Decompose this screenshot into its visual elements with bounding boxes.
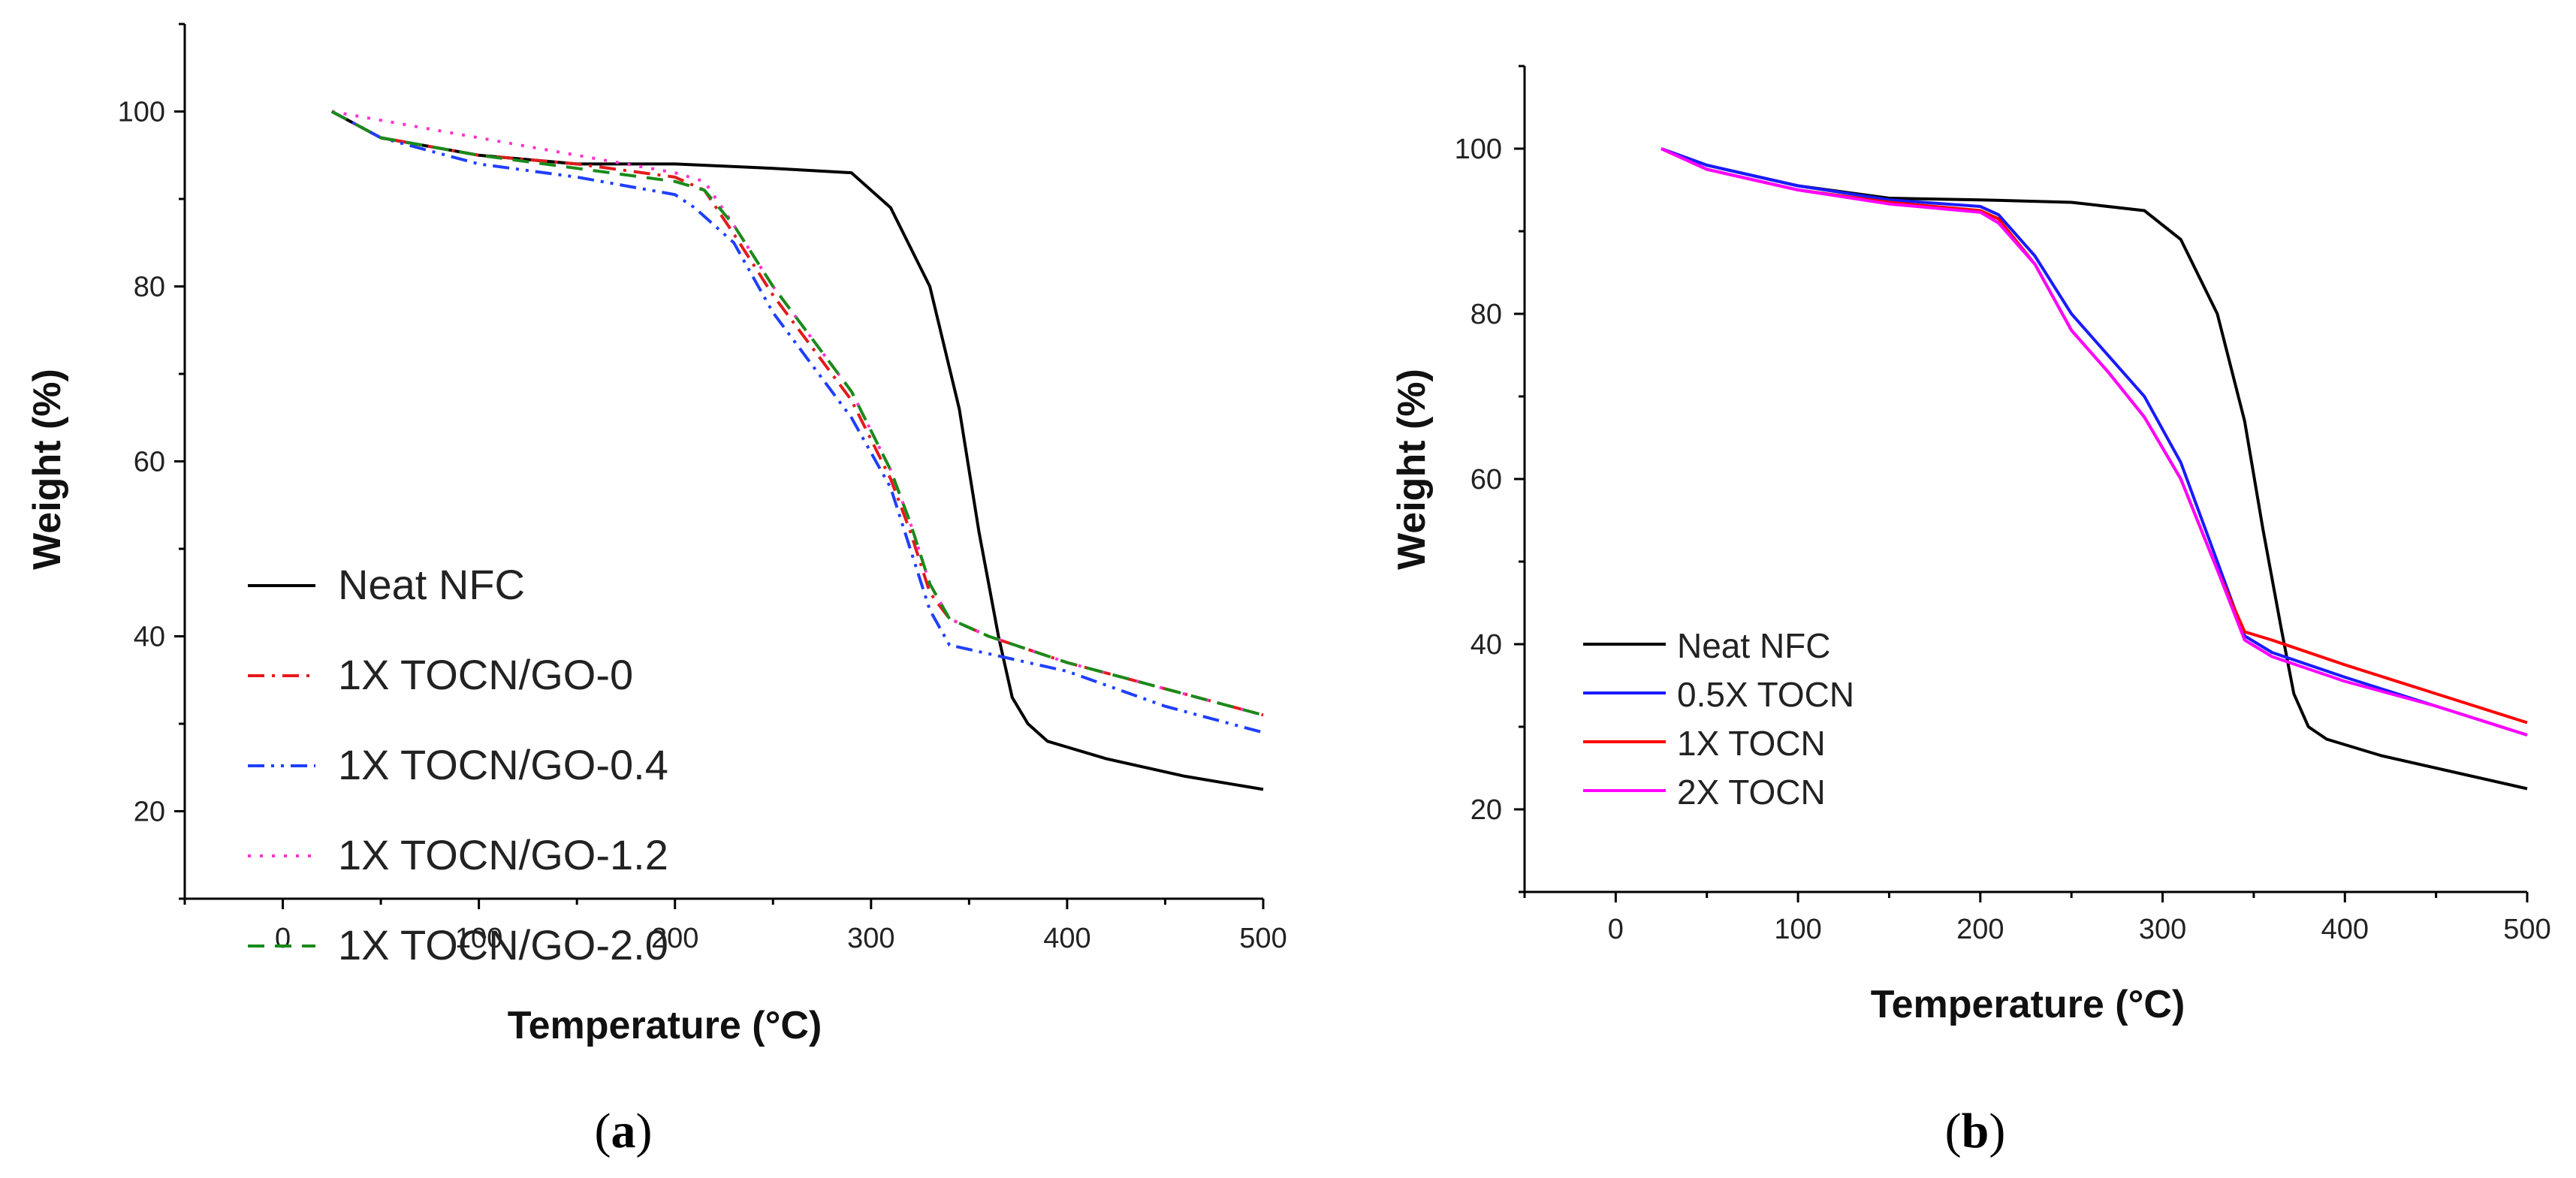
panel-letter-b: b bbox=[1962, 1104, 1989, 1158]
y-tick-label: 40 bbox=[134, 622, 165, 653]
panel-caption-b: (b) bbox=[1945, 1104, 2006, 1158]
y-tick-label: 60 bbox=[134, 447, 165, 478]
y-tick-label: 40 bbox=[1470, 629, 1502, 661]
legend-label: Neat NFC bbox=[338, 561, 525, 608]
y-tick-label: 100 bbox=[118, 97, 165, 128]
series-line-1x-tocn-go-0 bbox=[330, 110, 1264, 717]
series-line-1x-tocn-go-1-2 bbox=[331, 110, 1264, 717]
legend-label: 1X TOCN/GO-0.4 bbox=[338, 741, 668, 788]
x-axis-title-a: Temperature (°C) bbox=[508, 1004, 822, 1047]
panel-caption-a: (a) bbox=[595, 1104, 653, 1158]
x-tick-label: 200 bbox=[651, 923, 698, 954]
y-tick-label: 60 bbox=[1470, 464, 1502, 496]
y-tick-label: 100 bbox=[1455, 134, 1502, 165]
x-tick-label: 500 bbox=[1239, 923, 1286, 954]
legend: Neat NFC 0.5X TOCN 1X TOCN 2X TOCN bbox=[1583, 626, 1854, 812]
chart-panel-a: 0 100 200 300 400 500 20 40 60 80 100 Neat NFC 1X TO… bbox=[26, 23, 1287, 1158]
series-line-2x-tocn bbox=[1661, 147, 2528, 737]
x-tick-label: 100 bbox=[1774, 914, 1821, 945]
x-tick-label: 100 bbox=[455, 923, 502, 954]
y-tick-label: 20 bbox=[1470, 794, 1502, 826]
x-tick-label: 300 bbox=[847, 923, 894, 954]
plot-area-b: 0 100 200 300 400 500 20 40 60 80 100 Neat NFC 0.5X … bbox=[1455, 65, 2551, 945]
y-tick-label: 80 bbox=[134, 272, 165, 303]
x-tick-label: 400 bbox=[2321, 914, 2369, 945]
series-line-neat-nfc bbox=[330, 110, 1264, 791]
x-tick-label: 0 bbox=[1608, 914, 1624, 945]
legend-label: 1X TOCN/GO-2.0 bbox=[338, 921, 668, 969]
x-tick-label: 400 bbox=[1043, 923, 1090, 954]
legend: Neat NFC 1X TOCN/GO-0 1X TOCN/GO-0.4 1X TOC… bbox=[248, 561, 668, 969]
series-line-0-5x-tocn bbox=[1661, 147, 2528, 737]
legend-label: 1X TOCN/GO-1.2 bbox=[338, 831, 668, 878]
panel-letter-a: a bbox=[611, 1104, 636, 1158]
chart-panel-b: 0 100 200 300 400 500 20 40 60 80 100 Neat NFC 0.5X … bbox=[1390, 65, 2551, 1158]
x-tick-label: 300 bbox=[2139, 914, 2186, 945]
y-axis-title-a: Weight (%) bbox=[26, 369, 69, 570]
series-line-1x-tocn-go-2-0 bbox=[330, 110, 1264, 717]
y-axis-title-b: Weight (%) bbox=[1390, 369, 1434, 570]
x-tick-label: 0 bbox=[275, 923, 291, 954]
legend-label: 2X TOCN bbox=[1677, 773, 1826, 812]
series-line-1x-tocn-go-0-4 bbox=[330, 110, 1264, 734]
y-tick-label: 80 bbox=[1470, 299, 1502, 330]
y-tick-label: 20 bbox=[134, 797, 165, 828]
legend-label: 1X TOCN/GO-0 bbox=[338, 651, 633, 698]
x-tick-label: 200 bbox=[1956, 914, 2004, 945]
x-tick-label: 500 bbox=[2503, 914, 2550, 945]
legend-label: 1X TOCN bbox=[1677, 724, 1826, 763]
x-axis-title-b: Temperature (°C) bbox=[1871, 983, 2185, 1026]
plot-area-a: 0 100 200 300 400 500 20 40 60 80 100 Neat NFC 1X TO… bbox=[118, 23, 1287, 969]
legend-label: 0.5X TOCN bbox=[1677, 675, 1854, 714]
legend-label: Neat NFC bbox=[1677, 626, 1830, 665]
